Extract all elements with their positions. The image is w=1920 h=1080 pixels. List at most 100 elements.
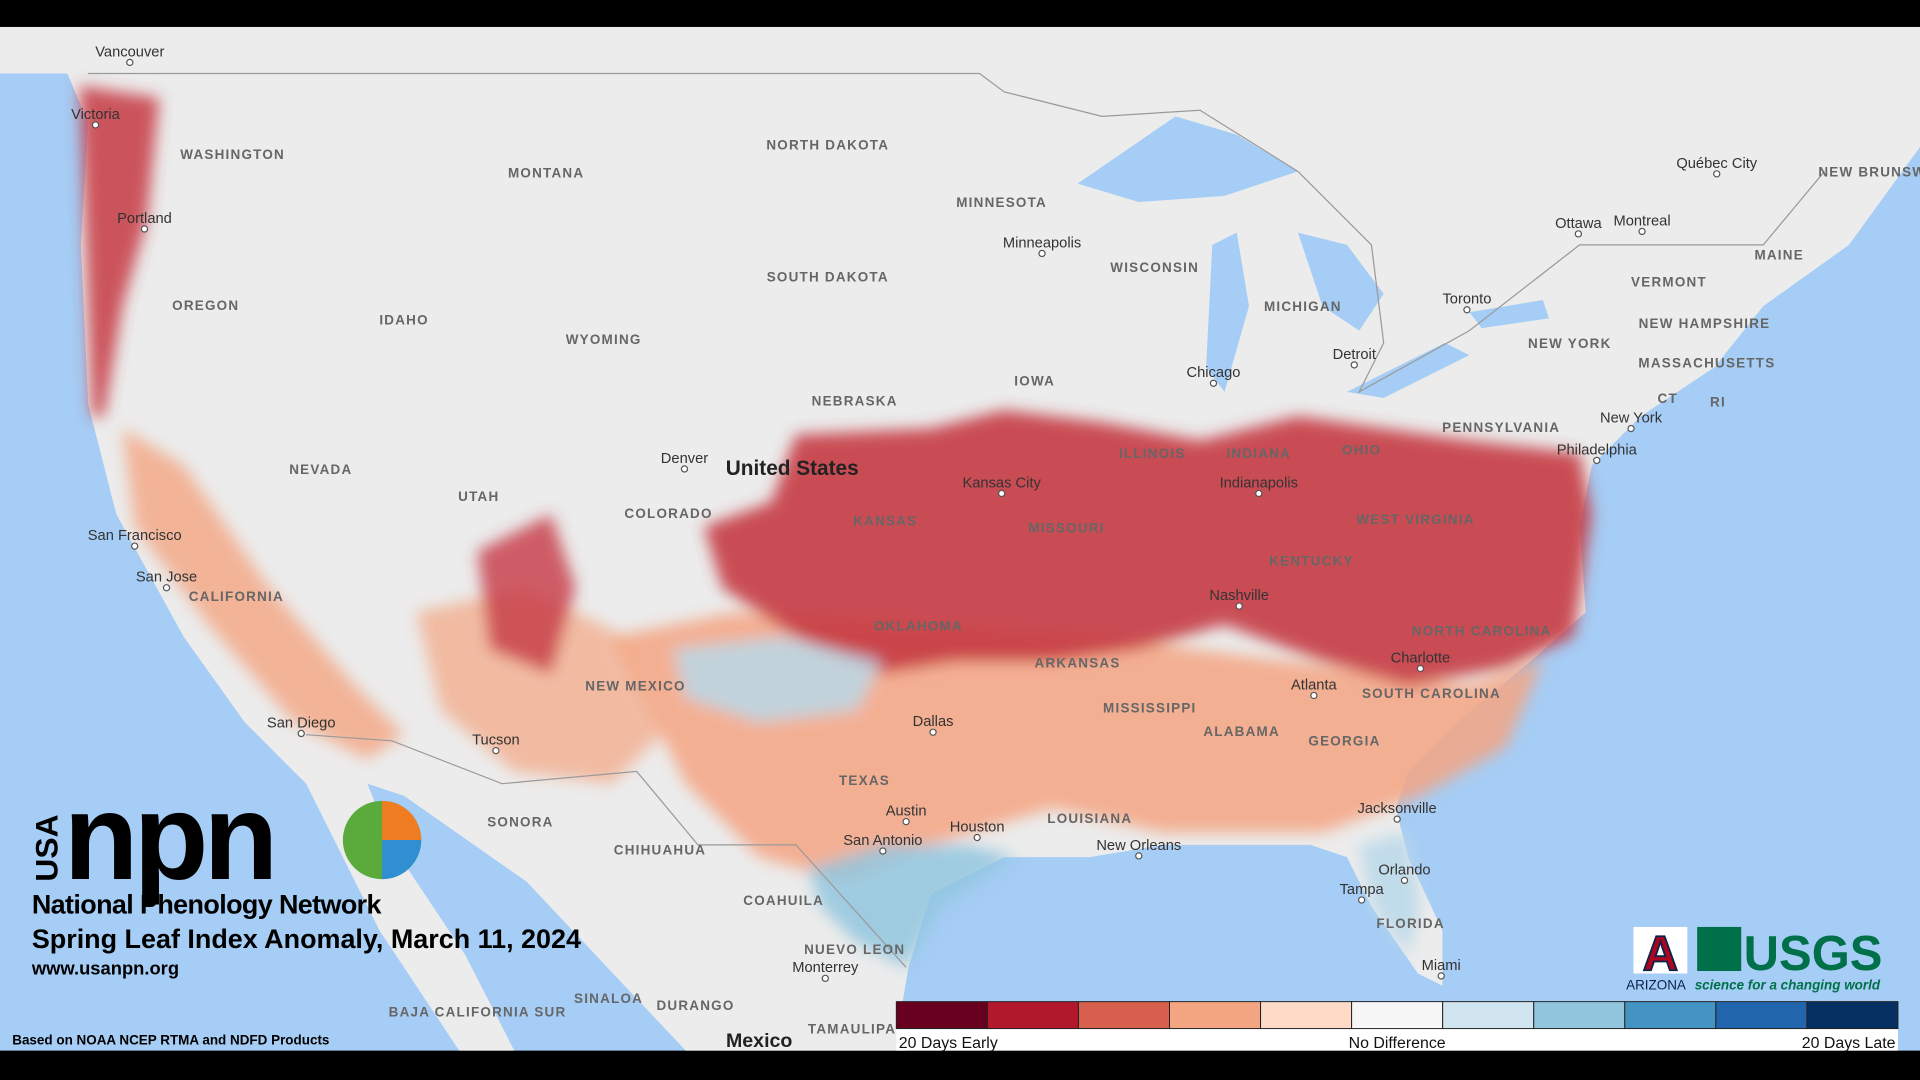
city-dot [879,847,887,855]
state-label: OKLAHOMA [874,619,963,634]
legend-swatch [1351,1001,1444,1030]
city-dot [1416,664,1425,673]
city-dot [1209,379,1218,387]
state-label: MAINE [1754,248,1803,263]
legend-swatch [1169,1001,1262,1030]
legend-label: 20 Days Late [1802,1035,1896,1052]
city-dot [1574,230,1583,238]
city-dot [162,584,171,592]
city-dot [1638,227,1646,236]
city-dot [902,817,910,826]
city-dot [140,225,149,233]
city-label: Orlando [1378,862,1430,878]
legend-swatch [895,1001,988,1030]
legend-label: No Difference [1349,1035,1446,1052]
city-label: Nashville [1209,588,1269,604]
city-dot [1038,249,1046,258]
logo-network: National Phenology Network [32,889,382,919]
state-label: DURANGO [656,998,734,1013]
anomaly-late-florida [1359,832,1421,956]
usgs-tagline: science for a changing world [1695,977,1881,992]
state-label: OHIO [1342,442,1381,457]
npn-logo: USA npn National Phenology Network Sprin… [12,768,581,1047]
city-dot [297,729,305,738]
arizona-letter: A [1643,927,1678,981]
city-dot [1400,876,1409,885]
city-dot [929,728,937,736]
state-label: NEBRASKA [812,393,898,408]
lake-ontario [1469,300,1549,329]
legend-swatch [1624,1001,1717,1030]
city-label: Denver [661,451,708,467]
city-label: Monterrey [792,960,859,976]
city-label: Toronto [1442,292,1491,308]
city-label: New York [1600,410,1663,426]
state-label: MONTANA [508,166,584,181]
state-label: WISCONSIN [1110,260,1199,275]
state-label: KANSAS [853,513,917,528]
state-label: UTAH [458,489,499,504]
city-label: Houston [950,819,1005,835]
state-label: KENTUCKY [1269,554,1354,569]
legend-swatch [1260,1001,1353,1030]
city-dot [1627,424,1635,433]
anomaly-colorado [477,514,576,674]
anomaly-layer [79,85,1592,968]
state-label: NUEVO LEON [804,942,905,957]
place-labels: United States Mexico WASHINGTON MONTANA NORT… [71,44,1920,1052]
city-label: Montreal [1613,213,1670,229]
city-label: San Antonio [843,833,922,849]
state-label: GEORGIA [1308,734,1380,749]
city-label: Minneapolis [1003,235,1081,251]
state-label: MICHIGAN [1264,299,1342,314]
city-label: Portland [117,211,172,227]
city-label: New Orleans [1096,838,1181,854]
logo-usa: USA [29,814,65,881]
state-label: OREGON [172,298,239,313]
city-dot [1713,170,1721,178]
legend-swatch [1442,1001,1535,1030]
state-label: WASHINGTON [180,147,285,162]
state-label: SOUTH DAKOTA [767,270,889,285]
anomaly-southwest [416,587,662,784]
logo-npn: npn [64,768,274,905]
state-label: NEVADA [289,462,352,477]
anomaly-late [808,844,1017,968]
city-label: Indianapolis [1220,475,1298,491]
city-label: San Jose [136,570,197,586]
legend-swatch [1533,1001,1626,1030]
anomaly-west-coast [79,85,160,417]
state-label: IDAHO [379,312,428,327]
arizona-box [1633,926,1688,974]
state-label: CT [1658,391,1678,406]
state-label: SINALOA [574,991,643,1006]
city-label: Tucson [472,732,520,748]
city-dot [1437,972,1445,980]
state-label: NEW YORK [1528,336,1612,351]
anomaly-early [704,410,1592,686]
city-dot [126,58,134,67]
lake-huron [1297,232,1384,331]
state-label: LOUISIANA [1047,811,1132,826]
usgs-mark [1697,926,1742,972]
state-label: CALIFORNIA [189,589,284,604]
state-label: COLORADO [624,506,712,521]
great-lakes [1077,116,1549,398]
state-label: RI [1710,395,1726,410]
state-label: WEST VIRGINIA [1356,512,1474,527]
city-dot [1357,896,1366,904]
legend-label: 20 Days Early [899,1035,998,1052]
legend-swatch [1715,1001,1808,1030]
mexico-border [306,734,907,968]
state-label: NEW HAMPSHIRE [1639,316,1771,331]
state-label: ARKANSAS [1035,655,1121,670]
city-dot [997,489,1006,498]
website: www.usanpn.org [31,958,179,979]
anomaly-late-plains [673,636,882,723]
city-label: Québec City [1676,156,1757,172]
lake-superior [1077,116,1298,203]
city-dot [492,746,500,755]
state-label: SOUTH CAROLINA [1362,686,1501,701]
city-dot [1463,306,1471,314]
